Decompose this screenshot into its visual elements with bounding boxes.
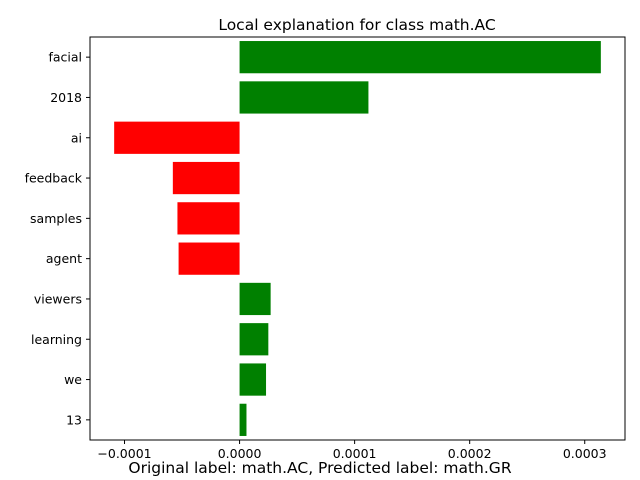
x-tick-label: 0.0001: [333, 446, 377, 461]
x-tick-label: 0.0002: [448, 446, 492, 461]
bar-facial: [239, 41, 601, 74]
y-tick-label: feedback: [25, 171, 83, 186]
y-tick-label: we: [64, 372, 82, 387]
bar-learning: [239, 323, 269, 356]
y-tick-label: learning: [31, 332, 82, 347]
bar-samples: [177, 202, 240, 235]
y-axis-ticks: facial 2018 ai feedback samples agent viewers l…: [25, 50, 90, 427]
bar-agent: [178, 242, 240, 275]
x-tick-label: 0.0000: [218, 446, 262, 461]
plot-frame: [89, 36, 626, 441]
chart-title: Local explanation for class math.AC: [218, 16, 495, 34]
y-tick-label: samples: [30, 211, 82, 226]
bar-ai: [114, 121, 240, 154]
bar-viewers: [239, 282, 271, 316]
bar-feedback: [172, 161, 240, 195]
bar-2018: [239, 81, 369, 114]
y-tick-label: ai: [71, 130, 82, 145]
x-tick-label: 0.0003: [563, 446, 607, 461]
label-caption: Original label: math.AC, Predicted label…: [128, 459, 512, 477]
y-tick-label: agent: [46, 251, 82, 266]
y-tick-label: 2018: [50, 90, 82, 105]
bar-we: [239, 363, 267, 396]
y-tick-label: viewers: [34, 291, 82, 306]
y-tick-label: facial: [48, 50, 82, 65]
x-tick-label: −0.0001: [97, 446, 151, 461]
bar-13: [239, 403, 247, 436]
bars-group: [114, 41, 601, 436]
y-tick-label: 13: [66, 412, 82, 427]
x-axis-ticks: −0.0001 0.0000 0.0001 0.0002 0.0003: [97, 440, 607, 461]
